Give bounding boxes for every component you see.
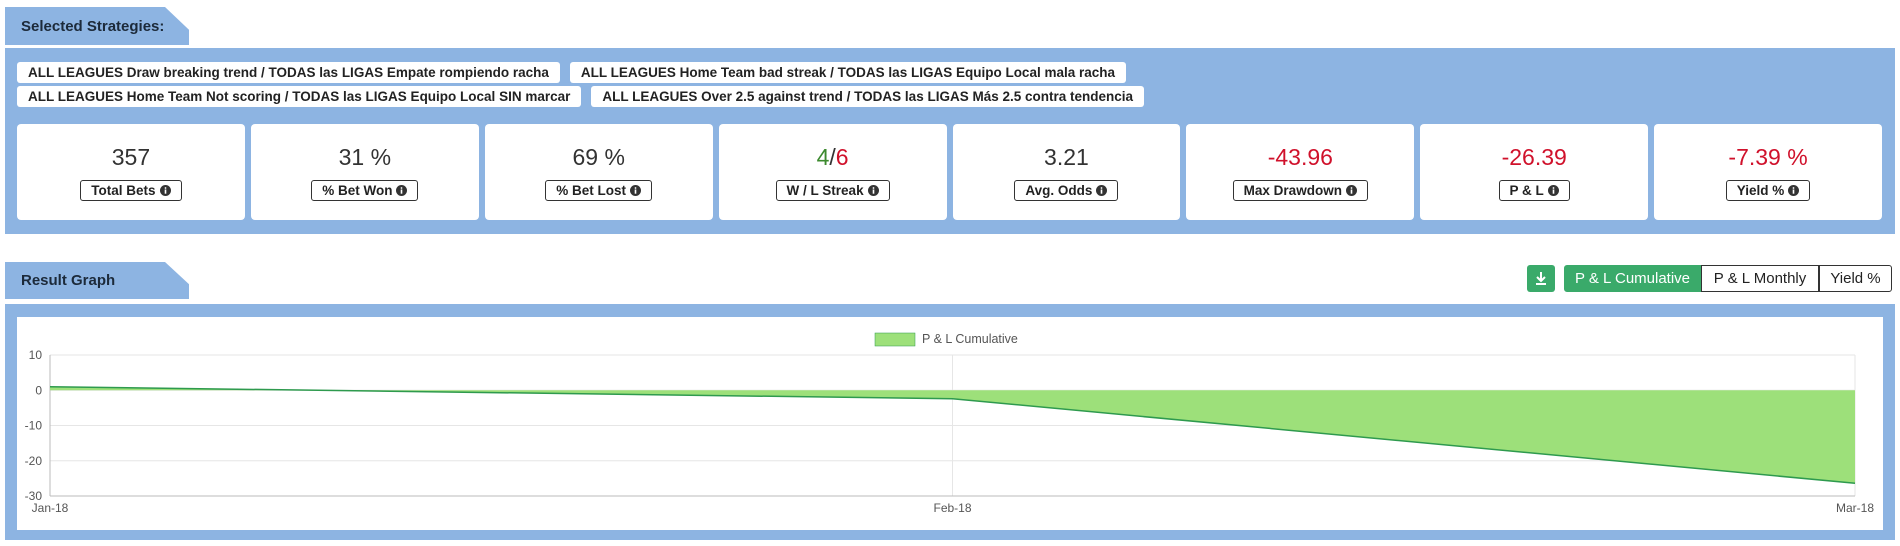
info-icon: [630, 185, 642, 196]
stat-value: -43.96: [1268, 144, 1333, 172]
stat-card: -7.39 % Yield %: [1654, 124, 1882, 220]
stat-card: 3.21 Avg. Odds: [952, 124, 1181, 220]
stat-label-text: P & L: [1509, 183, 1544, 198]
stat-label-text: Yield %: [1736, 183, 1785, 198]
stat-value: 3.21: [1044, 144, 1089, 172]
wins: 4: [816, 144, 830, 170]
section-tab: Selected Strategies:: [5, 7, 189, 45]
stat-label: % Bet Lost: [545, 180, 653, 201]
info-icon: [159, 185, 171, 196]
stat-label: Avg. Odds: [1014, 180, 1119, 201]
y-tick-label: -10: [25, 419, 43, 433]
graph-mode-button[interactable]: P & L Monthly: [1701, 265, 1819, 292]
strategy-tag: ALL LEAGUES Home Team bad streak / TODAS…: [569, 62, 1126, 83]
stat-value: 31 %: [339, 144, 391, 172]
graph-mode-button[interactable]: Yield %: [1819, 265, 1892, 292]
x-tick-label: Mar-18: [1836, 501, 1874, 515]
stat-value-text: 357: [111, 144, 151, 170]
stat-card: -43.96 Max Drawdown: [1186, 124, 1415, 220]
stat-value-text: -26.39: [1501, 144, 1567, 170]
stat-card: 357 Total Bets: [17, 124, 245, 220]
stat-value-text: -7.39 %: [1728, 144, 1808, 170]
y-tick-label: -30: [25, 489, 43, 503]
section-title: Result Graph: [21, 272, 116, 289]
losses: 6: [835, 144, 849, 170]
stat-value: -26.39: [1502, 144, 1567, 172]
x-tick-label: Jan-18: [32, 501, 69, 515]
area: [50, 386, 1855, 484]
stat-card: 69 % % Bet Lost: [484, 124, 713, 220]
strategy-tags: ALL LEAGUES Draw breaking trend / TODAS …: [17, 62, 1657, 107]
info-icon: [1345, 185, 1357, 196]
legend-label: P & L Cumulative: [922, 332, 1018, 346]
info-icon: [1788, 185, 1800, 196]
stat-value-text: 31 %: [338, 144, 392, 170]
y-tick-label: 10: [29, 348, 43, 362]
stat-label: W / L Streak: [775, 180, 890, 201]
strategy-tag: ALL LEAGUES Home Team Not scoring / TODA…: [17, 86, 582, 107]
info-icon: [867, 185, 879, 196]
info-icon: [396, 185, 408, 196]
legend-swatch: [874, 332, 916, 347]
info-icon: [1547, 185, 1559, 196]
stat-label: P & L: [1498, 180, 1570, 201]
stat-value-text: -43.96: [1267, 144, 1333, 170]
stat-label-text: W / L Streak: [786, 183, 864, 198]
stat-label-text: Max Drawdown: [1243, 183, 1342, 198]
strategy-tag: ALL LEAGUES Draw breaking trend / TODAS …: [17, 62, 560, 83]
info-icon: [1096, 185, 1108, 196]
x-tick-label: Feb-18: [933, 501, 971, 515]
separator: /: [829, 144, 836, 170]
stat-label-text: % Bet Lost: [556, 183, 627, 198]
download-icon: [1536, 272, 1546, 285]
stat-card: 31 % % Bet Won: [250, 124, 479, 220]
stat-card: 4/6 W / L Streak: [718, 124, 947, 220]
stat-label-text: Total Bets: [91, 183, 156, 198]
strategy-tag: ALL LEAGUES Over 2.5 against trend / TOD…: [591, 86, 1145, 107]
stat-value: 69 %: [572, 144, 624, 172]
stat-label: Yield %: [1725, 180, 1811, 201]
stat-label: Total Bets: [80, 180, 182, 201]
stat-value-text: 69 %: [572, 144, 625, 170]
y-tick-label: 0: [35, 383, 42, 397]
section-tab: Result Graph: [5, 262, 189, 299]
line: [49, 385, 1856, 485]
stat-value-text: 3.21: [1044, 144, 1089, 170]
stat-label: Max Drawdown: [1232, 180, 1368, 201]
graph-mode-button[interactable]: P & L Cumulative: [1564, 265, 1701, 292]
stat-card: -26.39 P & L: [1420, 124, 1649, 220]
section-title: Selected Strategies:: [21, 17, 165, 35]
stat-value: -7.39 %: [1728, 144, 1807, 172]
stat-cards: 357 Total Bets 31 % % Bet Won 69 % % Bet Lost…: [17, 124, 1882, 220]
stat-value: 357: [112, 144, 150, 172]
y-tick-label: -20: [25, 454, 43, 468]
download-button[interactable]: [1527, 265, 1555, 292]
stat-label-text: % Bet Won: [322, 183, 393, 198]
stat-label-text: Avg. Odds: [1025, 183, 1093, 198]
stat-value: 4/6: [817, 144, 849, 172]
stat-label: % Bet Won: [311, 180, 419, 201]
